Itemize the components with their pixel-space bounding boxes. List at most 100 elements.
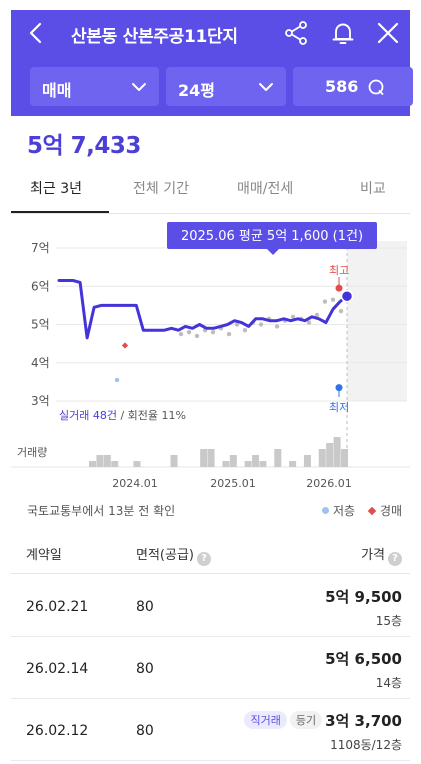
tab-recent-3y[interactable]: 최근 3년 [30, 181, 82, 197]
trade-stats: 실거래 48건 / 회전율 11% [59, 409, 186, 422]
help-icon[interactable]: ? [388, 552, 402, 566]
volume-bar [326, 443, 334, 467]
comment-icon [368, 79, 384, 95]
trade-price: 5억 6,500 [325, 650, 402, 668]
auction-point [121, 342, 129, 349]
trade-point [290, 314, 296, 320]
trade-point [258, 322, 264, 327]
help-icon[interactable]: ? [196, 552, 211, 566]
table-header: 계약일 면적(공급)? 가격? [11, 530, 410, 574]
dot-icon [322, 507, 329, 514]
y-tick-label: 4억 [31, 356, 50, 370]
current-price: 5억 7,433 [27, 133, 141, 159]
volume-bar [333, 437, 341, 467]
floor-info: 14층 [375, 676, 402, 690]
period-tabs: 최근 3년 전체 기간 매매/전세 비교 [11, 170, 410, 214]
low-point [335, 384, 343, 392]
current-point [340, 289, 354, 303]
trade-point [210, 329, 216, 335]
active-tab-indicator [11, 211, 109, 213]
trade-point [314, 312, 320, 318]
area-value: 80 [136, 661, 154, 677]
area-value: 80 [136, 599, 154, 615]
chevron-down-icon [132, 83, 146, 91]
trade-type-select[interactable]: 매매 [30, 67, 159, 106]
volume-bar [133, 461, 141, 467]
high-label: 최고 [329, 264, 349, 277]
direct-trade-badge: 직거래 [244, 711, 287, 729]
trade-point [330, 297, 336, 302]
volume-bar [259, 461, 267, 467]
data-source-note: 국토교통부에서 13분 전 확인 [27, 504, 176, 518]
trade-point [338, 308, 344, 314]
y-tick-label: 6억 [31, 279, 50, 293]
table-row[interactable]: 26.02.14 80 5억 6,500 14층 [11, 637, 410, 699]
x-tick-label: 2025.01 [210, 477, 256, 490]
table-row[interactable]: 26.02.21 80 5억 9,500 15층 [11, 575, 410, 637]
trade-point [186, 329, 192, 335]
volume-bar [103, 455, 111, 467]
trade-price: 5억 9,500 [325, 588, 402, 606]
chevron-down-icon [259, 83, 273, 91]
volume-bar [303, 455, 311, 467]
high-point [335, 284, 343, 292]
tooltip-text: 2025.06 평균 5억 1,600 (1건) [181, 229, 363, 244]
volume-bar [200, 449, 208, 467]
tab-trade-rent[interactable]: 매매/전세 [237, 181, 294, 197]
average-price-line [57, 279, 349, 340]
volume-bar [252, 455, 260, 467]
app-header: 산본동 산본주공11단지 매매 24평 586 [11, 10, 413, 116]
trade-point [322, 299, 328, 304]
diamond-icon [367, 506, 377, 516]
header-area: 면적(공급)? [136, 544, 211, 566]
comments-button[interactable]: 586 [293, 67, 413, 106]
y-tick-label: 3억 [31, 394, 50, 408]
comment-count: 586 [325, 77, 359, 96]
volume-bar [111, 461, 119, 467]
header-area-label: 면적(공급) [136, 548, 194, 563]
close-icon[interactable] [375, 20, 401, 46]
tooltip-arrow [267, 249, 279, 255]
table-row[interactable]: 26.02.12 80 직거래 등기 3억 3,700 1108동/12층 [11, 699, 410, 761]
contract-date: 26.02.14 [26, 661, 89, 677]
back-icon[interactable] [23, 20, 49, 46]
trade-type-label: 매매 [42, 81, 72, 100]
legend-low-floor: 저층 [322, 502, 355, 519]
volume-bar [222, 461, 230, 467]
trade-point [178, 331, 184, 337]
tooltip-box [167, 222, 377, 249]
volume-label: 거래량 [17, 446, 47, 459]
size-select[interactable]: 24평 [166, 67, 286, 106]
trade-point [194, 333, 200, 339]
x-tick-label: 2024.01 [112, 477, 158, 490]
turnover-rate: / 회전율 11% [117, 409, 186, 422]
volume-bar [341, 449, 348, 467]
share-icon[interactable] [283, 20, 309, 46]
contract-date: 26.02.12 [26, 723, 89, 739]
page-title: 산본동 산본주공11단지 [71, 27, 238, 47]
area-value: 80 [136, 723, 154, 739]
price-chart[interactable]: 7억 6억 5억 4억 3억 최고 최저 2025.06 평균 5억 1,600 (1건) 실거… [11, 215, 410, 500]
volume-bar [274, 449, 282, 467]
legend-auction: 경매 [367, 502, 403, 519]
y-tick-label: 5억 [31, 318, 50, 332]
volume-bar [207, 449, 215, 467]
legend-auction-label: 경매 [380, 504, 403, 518]
contract-date: 26.02.21 [26, 599, 89, 615]
volume-bar [318, 449, 326, 467]
bell-icon[interactable] [329, 19, 357, 47]
trade-point [274, 324, 280, 329]
registered-badge: 등기 [289, 711, 323, 729]
y-tick-label: 7억 [31, 241, 50, 255]
tab-all-period[interactable]: 전체 기간 [133, 181, 189, 197]
tab-compare[interactable]: 비교 [360, 181, 386, 197]
floor-info: 1108동/12층 [330, 738, 402, 752]
trade-price-value: 3억 3,700 [325, 712, 402, 730]
size-label: 24평 [178, 81, 215, 100]
header-price-label: 가격 [361, 548, 385, 563]
trade-point [306, 320, 312, 325]
header-date: 계약일 [26, 548, 62, 563]
volume-bar [289, 461, 297, 467]
future-band [347, 241, 407, 401]
